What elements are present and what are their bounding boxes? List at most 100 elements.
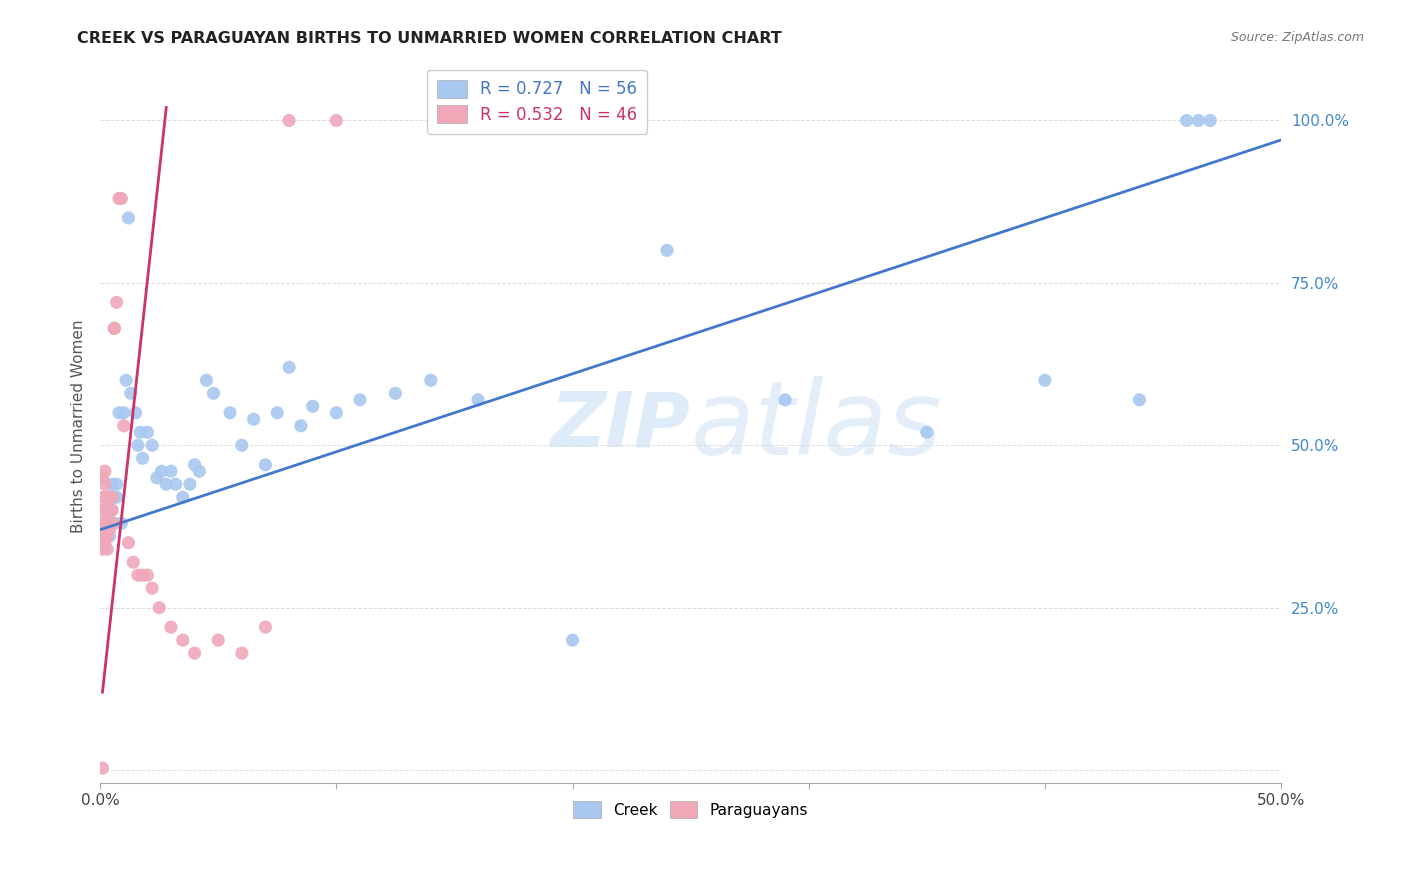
Point	[127, 438, 149, 452]
Point	[155, 477, 177, 491]
Point	[94, 464, 117, 478]
Point	[96, 516, 118, 531]
Point	[117, 535, 139, 549]
Point	[172, 490, 194, 504]
Point	[278, 113, 301, 128]
Point	[96, 503, 118, 517]
Point	[91, 503, 114, 517]
Point	[150, 464, 173, 478]
Point	[129, 425, 152, 440]
Point	[96, 529, 118, 543]
Point	[94, 516, 117, 531]
Point	[94, 535, 117, 549]
Point	[301, 399, 323, 413]
Text: ZIP: ZIP	[551, 389, 690, 463]
Point	[96, 542, 118, 557]
Point	[1187, 113, 1209, 128]
Point	[325, 406, 347, 420]
Point	[195, 373, 218, 387]
Point	[231, 646, 253, 660]
Point	[101, 503, 124, 517]
Point	[101, 477, 124, 491]
Point	[443, 113, 465, 128]
Point	[103, 516, 125, 531]
Point	[96, 503, 118, 517]
Point	[127, 568, 149, 582]
Point	[94, 490, 117, 504]
Point	[254, 458, 277, 472]
Point	[94, 503, 117, 517]
Point	[183, 458, 205, 472]
Point	[101, 490, 124, 504]
Point	[98, 529, 121, 543]
Point	[172, 633, 194, 648]
Point	[110, 191, 132, 205]
Point	[655, 244, 678, 258]
Point	[117, 211, 139, 225]
Point	[91, 542, 114, 557]
Point	[110, 516, 132, 531]
Point	[96, 490, 118, 504]
Point	[325, 113, 347, 128]
Point	[141, 581, 163, 595]
Point	[915, 425, 938, 440]
Point	[219, 406, 242, 420]
Point	[98, 503, 121, 517]
Point	[108, 406, 131, 420]
Y-axis label: Births to Unmarried Women: Births to Unmarried Women	[72, 319, 86, 533]
Point	[242, 412, 264, 426]
Legend: Creek, Paraguayans: Creek, Paraguayans	[565, 794, 815, 825]
Point	[108, 191, 131, 205]
Point	[266, 406, 288, 420]
Point	[131, 568, 153, 582]
Point	[105, 490, 128, 504]
Point	[98, 523, 121, 537]
Point	[1175, 113, 1198, 128]
Point	[136, 425, 159, 440]
Point	[105, 295, 128, 310]
Point	[96, 490, 118, 504]
Point	[278, 360, 301, 375]
Point	[188, 464, 211, 478]
Point	[160, 464, 183, 478]
Text: CREEK VS PARAGUAYAN BIRTHS TO UNMARRIED WOMEN CORRELATION CHART: CREEK VS PARAGUAYAN BIRTHS TO UNMARRIED …	[77, 31, 782, 46]
Point	[94, 477, 117, 491]
Point	[91, 529, 114, 543]
Point	[146, 471, 169, 485]
Point	[120, 386, 142, 401]
Point	[141, 438, 163, 452]
Point	[105, 477, 128, 491]
Point	[561, 633, 583, 648]
Point	[94, 516, 117, 531]
Point	[101, 516, 124, 531]
Point	[165, 477, 187, 491]
Point	[112, 418, 135, 433]
Point	[1033, 373, 1056, 387]
Point	[103, 321, 125, 335]
Text: Source: ZipAtlas.com: Source: ZipAtlas.com	[1230, 31, 1364, 45]
Point	[231, 438, 253, 452]
Point	[122, 555, 145, 569]
Point	[98, 490, 121, 504]
Point	[349, 392, 371, 407]
Point	[91, 490, 114, 504]
Point	[160, 620, 183, 634]
Point	[384, 386, 406, 401]
Point	[183, 646, 205, 660]
Point	[467, 392, 489, 407]
Point	[112, 406, 135, 420]
Point	[103, 321, 125, 335]
Point	[179, 477, 201, 491]
Point	[101, 503, 124, 517]
Point	[91, 471, 114, 485]
Point	[98, 503, 121, 517]
Point	[202, 386, 225, 401]
Point	[131, 451, 153, 466]
Text: atlas: atlas	[690, 376, 942, 475]
Point	[148, 600, 170, 615]
Point	[207, 633, 229, 648]
Point	[124, 406, 146, 420]
Point	[1199, 113, 1222, 128]
Point	[773, 392, 796, 407]
Point	[254, 620, 277, 634]
